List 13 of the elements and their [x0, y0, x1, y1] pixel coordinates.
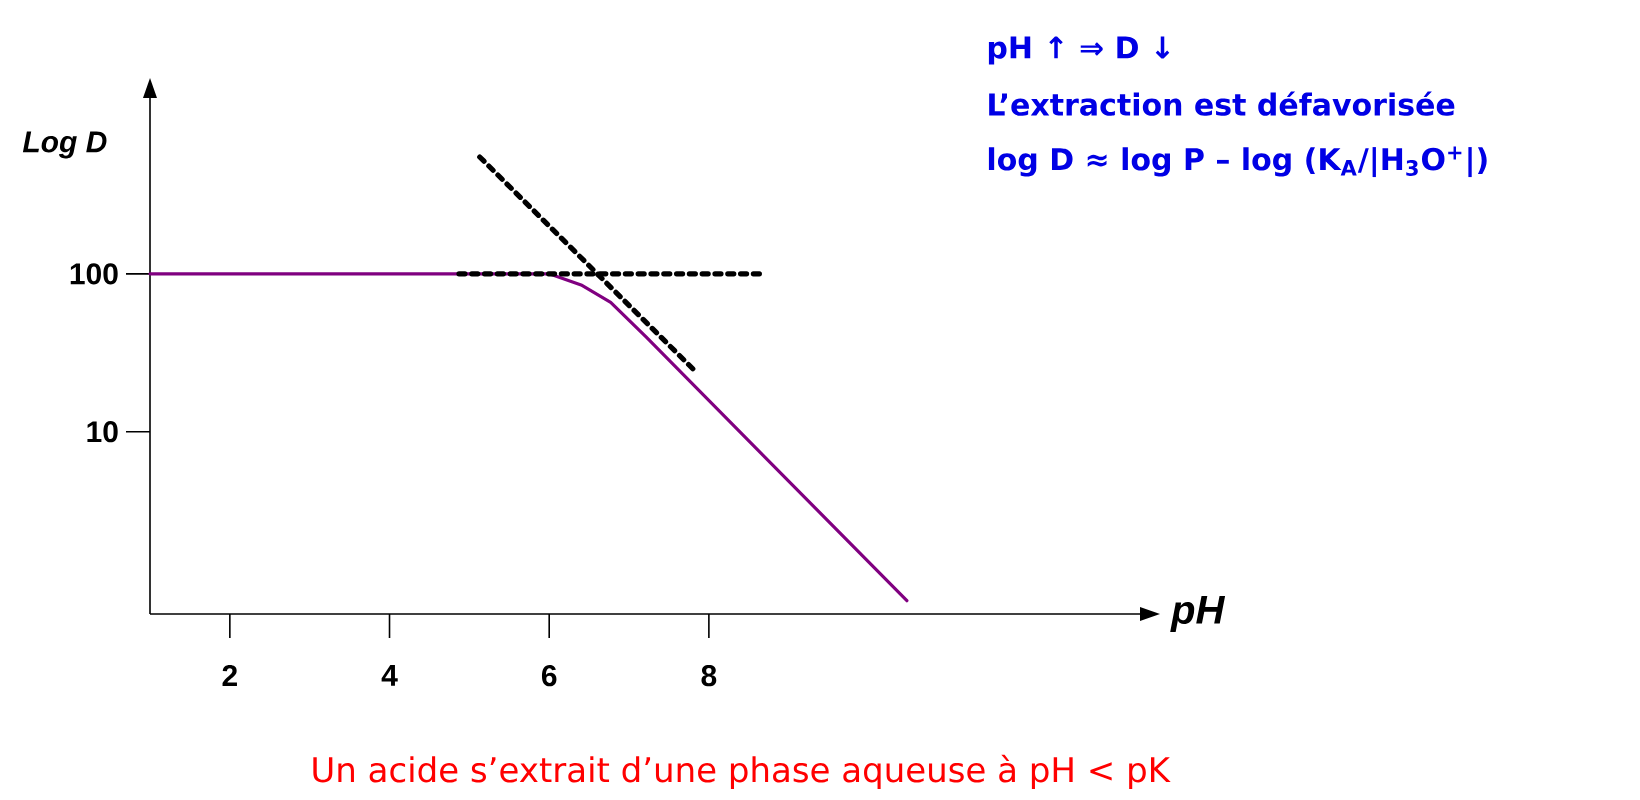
x-tick-label: 6 [541, 665, 557, 687]
text: Un acide s’extrait d’une phase aqueuse à pH < pK [313, 754, 1171, 790]
text: pH ↑ ⇒ D ↓ [988, 36, 1170, 65]
x-tick-label: 4 [381, 665, 398, 686]
y-tick-label: 100 [70, 263, 118, 285]
x-tick-label: 8 [701, 665, 717, 687]
y-axis-title: Log D [22, 131, 107, 159]
line-series [148, 272, 909, 603]
annotation: log D ≈ log P – log (K$_{A}$/|H$_{3}$O$^{+}$|) [988, 146, 1487, 178]
y-tick-label: 10 [87, 421, 118, 443]
x-tick-label: 2 [222, 665, 237, 686]
annotation: L’extraction est défavorisée [989, 91, 1455, 116]
x-axis-title: pH [1170, 596, 1226, 632]
